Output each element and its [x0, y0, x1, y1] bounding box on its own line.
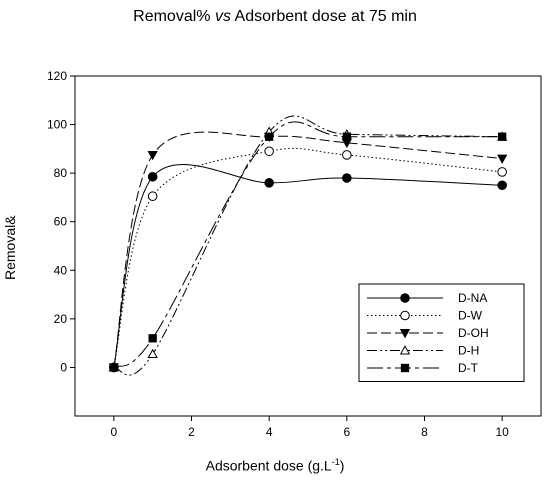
y-tick-label: 40	[54, 263, 68, 277]
x-tick-label: 10	[495, 425, 509, 439]
x-tick-label: 8	[421, 425, 428, 439]
x-axis-label: Adsorbent dose (g.L-1)	[205, 457, 345, 474]
data-point-d-na	[147, 171, 158, 182]
legend-marker-d-oh	[399, 329, 411, 339]
legend-label-d-oh: D-OH	[458, 326, 489, 340]
data-point-d-t	[342, 132, 351, 141]
data-point-d-t	[498, 132, 507, 141]
y-tick-label: 100	[47, 118, 67, 132]
chart-title: Removal% vs Adsorbent dose at 75 min	[133, 8, 417, 25]
series-line-d-na	[113, 164, 503, 368]
legend-marker-d-h	[399, 345, 411, 355]
data-point-d-w	[342, 150, 352, 160]
data-point-d-w	[264, 146, 274, 157]
x-tick-label: 6	[343, 425, 350, 439]
legend-marker-d-na	[400, 293, 410, 303]
x-tick-label: 4	[266, 425, 273, 439]
legend-marker-d-t	[400, 363, 410, 373]
plot-frame	[74, 75, 542, 417]
data-point-d-t	[265, 132, 274, 141]
y-tick-label: 0	[60, 360, 67, 374]
y-tick-label: 120	[47, 69, 67, 83]
data-point-d-w	[147, 191, 158, 202]
legend-label-d-na: D-NA	[458, 291, 487, 305]
data-point-d-w	[497, 167, 507, 177]
y-tick-label: 20	[54, 312, 68, 326]
x-tick-label: 0	[110, 425, 117, 439]
data-point-d-t	[148, 334, 157, 343]
data-point-d-oh	[497, 154, 508, 164]
data-point-d-na	[497, 180, 507, 191]
data-point-d-h	[147, 348, 158, 359]
y-axis-label: Removal&	[2, 215, 18, 280]
y-tick-label: 60	[54, 215, 68, 229]
legend-label-d-h: D-H	[458, 344, 479, 358]
legend-label-d-t: D-T	[458, 361, 479, 375]
data-point-d-oh	[147, 150, 158, 161]
legend-label-d-w: D-W	[458, 309, 483, 323]
series-line-d-oh	[113, 131, 503, 368]
y-tick-label: 80	[54, 166, 68, 180]
data-point-d-na	[342, 173, 352, 183]
legend-marker-d-w	[400, 310, 410, 321]
data-point-d-t	[109, 363, 118, 372]
x-tick-label: 2	[188, 425, 195, 439]
data-point-d-na	[264, 178, 274, 188]
